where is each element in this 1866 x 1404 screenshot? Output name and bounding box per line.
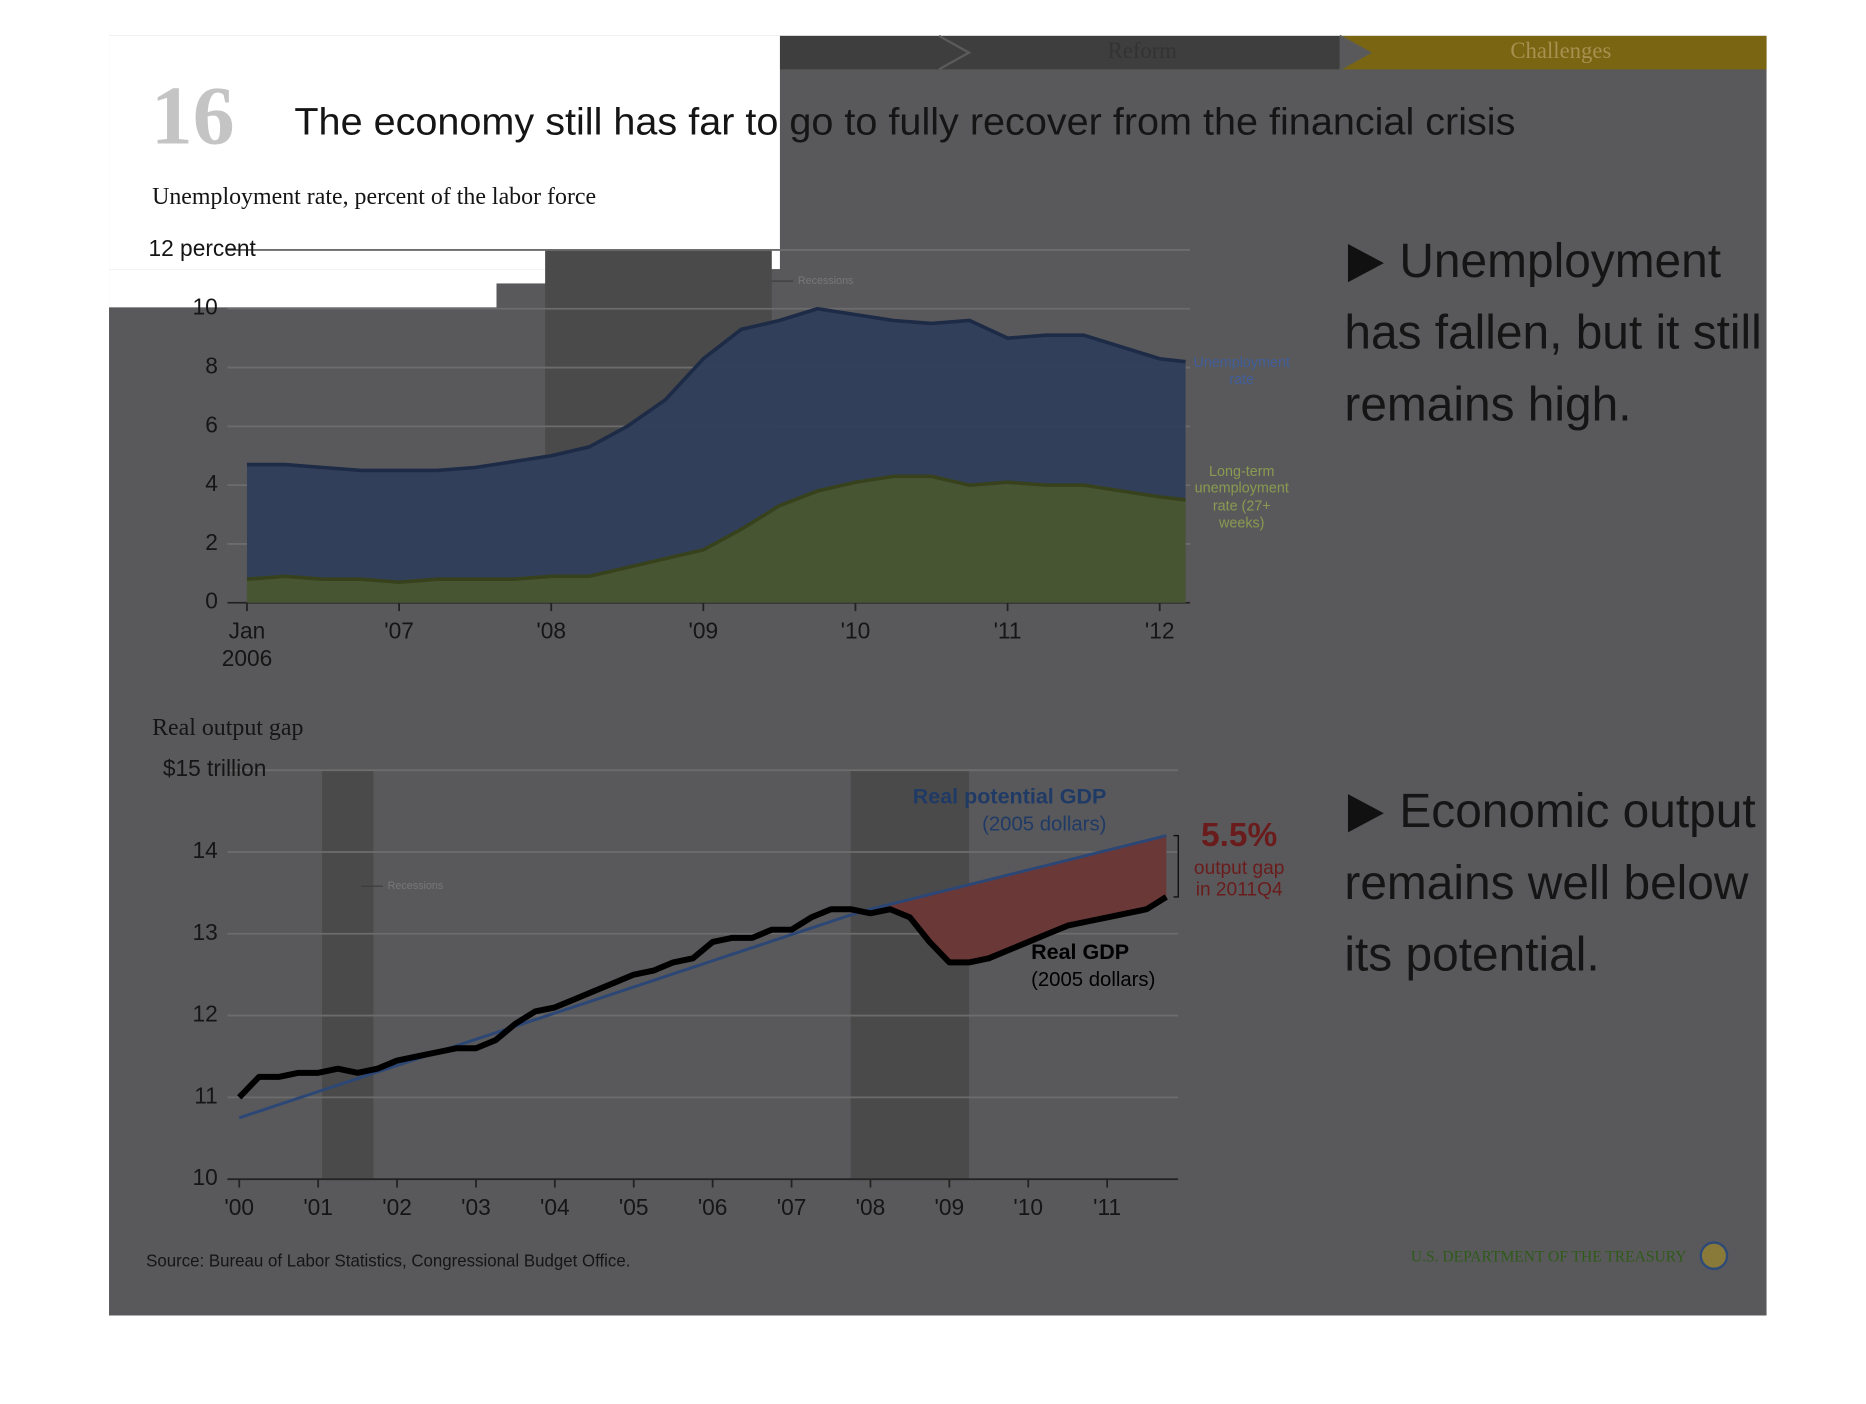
x-tick-label: '12	[1144, 619, 1175, 645]
x-tick-label-box: '06	[697, 1195, 728, 1222]
y-tick-label: 10	[193, 1164, 218, 1190]
y-tick-label: 0	[205, 588, 218, 614]
x-tick-label: '07	[384, 619, 414, 645]
x-tick-label: '02	[382, 1195, 412, 1222]
recession-legend: Recessions	[388, 880, 444, 892]
x-tick-label: '10	[840, 619, 871, 645]
recession-legend: Recessions	[798, 275, 854, 287]
series-label: Long-term unemployment rate (27+ weeks)	[1194, 462, 1289, 532]
bullet-text: Unemployment	[1399, 235, 1721, 288]
source: Source: Bureau of Labor Statistics, Cong…	[146, 1250, 630, 1270]
gap-note: output gap in 2011Q4	[1193, 858, 1285, 901]
x-tick-label: '08	[855, 1195, 886, 1222]
y-tick-label: 10	[193, 294, 218, 320]
x-tick-label-box: '11	[993, 619, 1022, 645]
x-tick-label: '11	[993, 619, 1022, 645]
x-tick-label-box: '10	[1013, 1195, 1044, 1222]
recession-band	[850, 770, 970, 1180]
x-tick-label-box: '00	[224, 1195, 255, 1222]
x-tick-label-box: '04	[540, 1195, 570, 1222]
chart-title: Real output gap	[152, 715, 303, 741]
x-tick-label: '03	[461, 1195, 491, 1222]
series-label: Unemployment rate	[1193, 353, 1290, 388]
series-note: (2005 dollars)	[982, 814, 1106, 836]
bullet-text: remains high.	[1344, 378, 1631, 431]
x-tick-label: Jan 2006	[221, 619, 273, 672]
bullet-arrow	[1347, 794, 1384, 833]
x-tick-label: '01	[303, 1195, 333, 1222]
y-tick-label: 12 percent	[148, 235, 256, 261]
x-tick-label-box: '09	[688, 619, 719, 645]
header-panel	[109, 269, 497, 308]
y-tick-label: 13	[193, 919, 218, 945]
x-tick-label-box: '09	[934, 1195, 965, 1222]
x-tick-label-box: '01	[303, 1195, 333, 1222]
chart-title: Unemployment rate, percent of the labor …	[152, 184, 596, 210]
recession-band	[322, 770, 374, 1180]
x-tick-label: '11	[1093, 1195, 1122, 1222]
y-tick-label: 11	[194, 1082, 218, 1108]
y-tick-label: 2	[205, 529, 218, 555]
output-gap-area	[850, 835, 1167, 963]
y-tick-label: 12	[193, 1001, 218, 1027]
x-tick-label-box: '05	[618, 1195, 649, 1222]
seal	[1699, 1241, 1729, 1271]
x-tick-label-box: '07	[776, 1195, 807, 1222]
nav-item[interactable]: Reform	[1108, 38, 1178, 63]
x-tick-label: '06	[697, 1195, 728, 1222]
header-panel	[109, 35, 780, 270]
slide-title: The economy still has far to go to fully…	[294, 100, 1515, 143]
nav-bar	[779, 35, 1340, 70]
x-tick-label-box: '10	[840, 619, 871, 645]
y-tick-label: $15 trillion	[163, 755, 267, 781]
x-tick-label-box: '12	[1144, 619, 1175, 645]
area-line	[246, 306, 1186, 473]
x-tick-label: '05	[618, 1195, 649, 1222]
y-tick-label: 4	[205, 470, 218, 496]
bullet-text: has fallen, but it still	[1344, 307, 1761, 360]
x-tick-label: '00	[224, 1195, 255, 1222]
line	[237, 894, 1168, 1100]
nav-active	[1339, 35, 1767, 70]
x-tick-label: '08	[536, 619, 567, 645]
gap-note-box: output gap in 2011Q4	[1193, 858, 1285, 901]
nav-chevron	[1339, 34, 1372, 71]
bullet-arrow	[1347, 243, 1384, 283]
y-tick-label: 14	[193, 837, 218, 863]
gap-bracket	[1173, 834, 1180, 898]
x-tick-label-box: '07	[384, 619, 414, 645]
nav-item[interactable]: Challenges	[1510, 38, 1611, 63]
bullet-text: its potential.	[1344, 929, 1599, 982]
x-tick-label-box: '03	[461, 1195, 491, 1222]
bullet-text: remains well below	[1344, 857, 1749, 910]
y-tick-label: 6	[205, 411, 218, 437]
x-tick-label-box: '02	[382, 1195, 412, 1222]
series-note: (2005 dollars)	[1031, 969, 1155, 991]
x-tick-label: '04	[540, 1195, 570, 1222]
series-label-box: Unemployment rate	[1193, 353, 1290, 388]
slide-number: 16	[151, 70, 235, 163]
series-label-box: Long-term unemployment rate (27+ weeks)	[1194, 462, 1289, 532]
series-label: Real GDP	[1031, 940, 1129, 964]
area-line	[246, 474, 1186, 584]
x-tick-label-box: '11	[1093, 1195, 1122, 1222]
nav-chevron	[938, 34, 972, 71]
x-tick-label: '10	[1013, 1195, 1044, 1222]
area	[246, 476, 1186, 603]
x-tick-label-box: '08	[536, 619, 567, 645]
x-tick-label-box: '08	[855, 1195, 886, 1222]
y-tick-label: 8	[205, 353, 218, 379]
x-tick-label: '07	[776, 1195, 807, 1222]
x-tick-label-box: Jan 2006	[221, 619, 273, 672]
series-label: Real potential GDP	[913, 784, 1107, 808]
x-tick-label: '09	[688, 619, 719, 645]
line	[238, 834, 1167, 1120]
bullet-text: Economic output	[1399, 785, 1755, 838]
x-tick-label: '09	[934, 1195, 965, 1222]
gap-value: 5.5%	[1201, 817, 1277, 854]
footer: U.S. DEPARTMENT OF THE TREASURY	[1411, 1249, 1687, 1266]
